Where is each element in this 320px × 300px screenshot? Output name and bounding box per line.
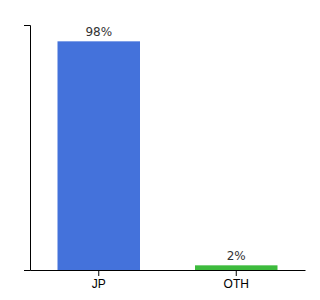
x-tick-mark (98, 270, 99, 276)
x-axis-line (31, 270, 306, 271)
x-tick-mark (236, 270, 237, 276)
chart: JP OTH 98% 2% (0, 0, 320, 300)
x-tick: OTH (224, 270, 249, 291)
data-label: 2% (227, 249, 246, 263)
x-axis: JP OTH (31, 270, 306, 291)
y-axis (24, 26, 31, 271)
bars (58, 41, 278, 270)
bar (58, 41, 141, 270)
x-tick-label: OTH (224, 277, 249, 291)
data-label: 98% (85, 25, 112, 39)
bar (195, 265, 278, 270)
x-tick: JP (92, 270, 106, 291)
plot: JP OTH 98% 2% (24, 25, 306, 290)
x-tick-label: JP (92, 277, 106, 291)
y-axis-line (24, 26, 31, 271)
data-labels: 98% 2% (85, 25, 245, 263)
